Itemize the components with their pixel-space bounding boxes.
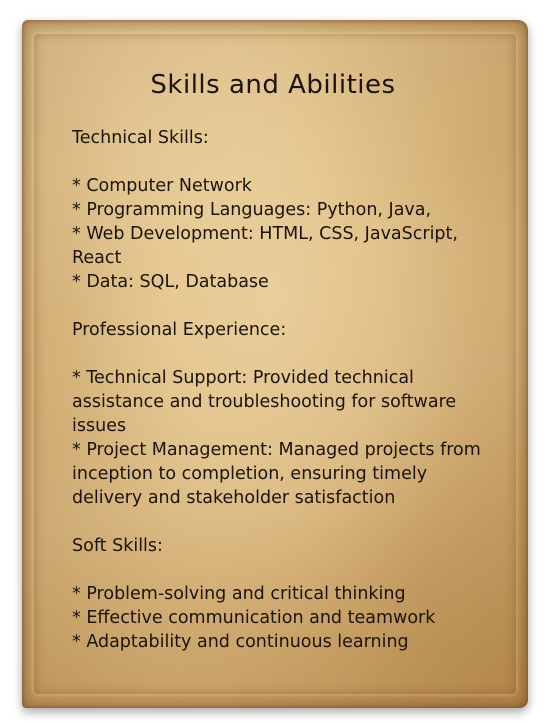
parchment-inner-frame [34,34,516,694]
parchment-background [22,20,528,708]
technical-skill-item: * Programming Languages: Python, Java, [72,200,432,220]
soft-skill-item: * Problem-solving and critical thinking [72,584,406,604]
experience-heading: Professional Experience: [72,320,287,340]
technical-skills-heading: Technical Skills: [72,128,209,148]
spacer [72,342,492,366]
experience-item: * Project Management: Managed projects f… [72,440,487,508]
spacer [72,558,492,582]
soft-skill-item: * Adaptability and continuous learning [72,632,409,652]
spacer [72,294,492,318]
technical-skill-item: * Web Development: HTML, CSS, JavaScript… [72,224,464,268]
experience-item: * Technical Support: Provided technical … [72,368,462,436]
technical-skill-item: * Computer Network [72,176,252,196]
soft-skill-item: * Effective communication and teamwork [72,608,436,628]
skills-content: Technical Skills: * Computer Network * P… [72,126,492,654]
spacer [72,510,492,534]
soft-skills-heading: Soft Skills: [72,536,163,556]
spacer [72,150,492,174]
page-title: Skills and Abilities [150,70,396,100]
technical-skill-item: * Data: SQL, Database [72,272,269,292]
